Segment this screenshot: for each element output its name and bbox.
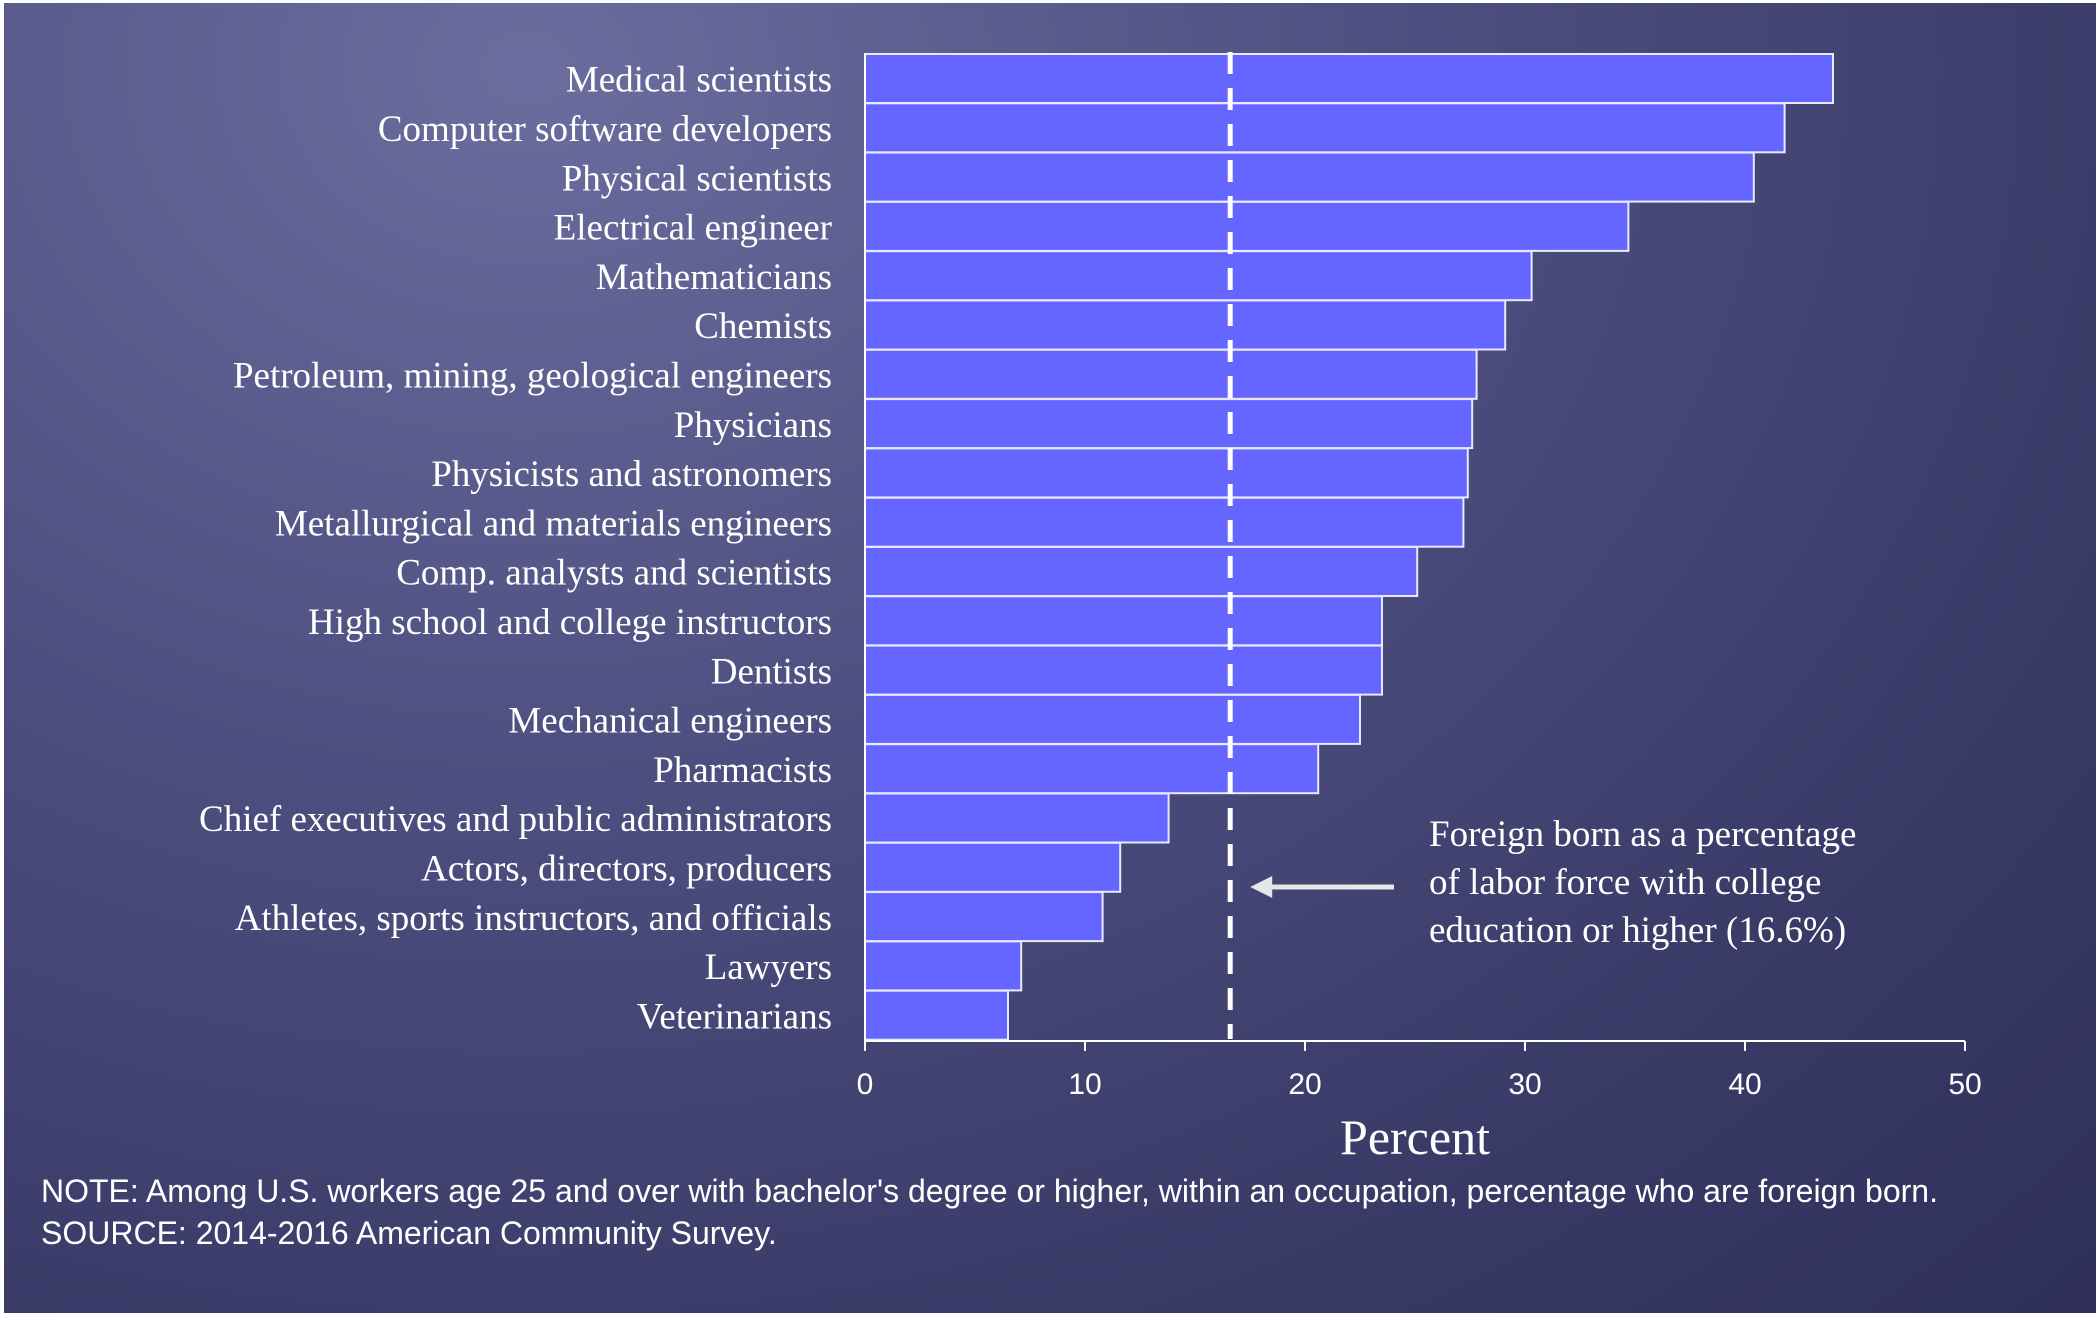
bar <box>864 102 1786 154</box>
x-axis: 0 10 20 30 40 50 Percent <box>857 53 1982 1165</box>
x-tick-label: 0 <box>857 1068 874 1101</box>
category-label: Comp. analysts and scientists <box>396 553 832 594</box>
bar-chart: Medical scientists Computer software deve… <box>199 52 1982 1165</box>
x-tick-label: 20 <box>1288 1068 1321 1101</box>
category-label: Physical scientists <box>562 158 832 199</box>
reference-line-group: Foreign born as a percentage of labor for… <box>1227 52 1856 1039</box>
bar <box>864 447 1469 499</box>
category-label: Chief executives and public administrato… <box>199 799 832 840</box>
bar <box>864 891 1104 943</box>
category-label: Physicists and astronomers <box>431 454 832 495</box>
bar <box>864 841 1122 893</box>
bar <box>864 595 1383 647</box>
category-label: Athletes, sports instructors, and offici… <box>235 898 832 939</box>
chart-slide: Medical scientists Computer software deve… <box>4 3 2096 1313</box>
bar <box>864 299 1507 351</box>
bar <box>864 348 1478 400</box>
category-label: High school and college instructors <box>308 602 832 643</box>
bar <box>864 743 1320 795</box>
category-label: Petroleum, mining, geological engineers <box>233 355 832 396</box>
category-label: Electrical engineer <box>554 208 832 249</box>
category-label: Mechanical engineers <box>508 701 832 742</box>
bar <box>864 151 1755 203</box>
category-label: Actors, directors, producers <box>421 848 832 889</box>
x-axis-title: Percent <box>1340 1109 1490 1165</box>
category-label: Lawyers <box>705 947 832 988</box>
category-label: Chemists <box>694 306 832 347</box>
annotation-line: Foreign born as a percentage <box>1429 814 1856 855</box>
category-label: Veterinarians <box>637 996 832 1037</box>
bar <box>864 398 1474 450</box>
category-label: Pharmacists <box>653 750 832 791</box>
category-label: Computer software developers <box>378 109 832 150</box>
x-tick-label: 30 <box>1508 1068 1541 1101</box>
x-tick-label: 50 <box>1948 1068 1981 1101</box>
bar <box>864 792 1170 844</box>
category-label: Medical scientists <box>566 60 832 101</box>
bar <box>864 496 1465 548</box>
bars-group <box>864 53 1834 1041</box>
bar <box>864 693 1361 745</box>
note-text: NOTE: Among U.S. workers age 25 and over… <box>41 1173 1938 1209</box>
bar <box>864 989 1009 1041</box>
x-tick-label: 10 <box>1068 1068 1101 1101</box>
bar <box>864 546 1419 597</box>
category-label: Mathematicians <box>596 257 832 298</box>
annotation-arrow-head <box>1250 876 1273 898</box>
notes: NOTE: Among U.S. workers age 25 and over… <box>41 1170 2051 1254</box>
category-labels: Medical scientists Computer software deve… <box>199 60 832 1038</box>
x-tick-label: 40 <box>1728 1068 1761 1101</box>
category-label: Metallurgical and materials engineers <box>275 503 832 544</box>
bar <box>864 250 1533 302</box>
bar <box>864 53 1834 104</box>
bar <box>864 644 1383 696</box>
annotation-line: education or higher (16.6%) <box>1429 910 1846 951</box>
annotation-line: of labor force with college <box>1429 862 1821 903</box>
source-text: SOURCE: 2014-2016 American Community Sur… <box>41 1215 777 1251</box>
bar <box>864 940 1023 992</box>
category-label: Physicians <box>674 405 832 446</box>
category-label: Dentists <box>711 651 832 692</box>
bar <box>864 200 1630 252</box>
